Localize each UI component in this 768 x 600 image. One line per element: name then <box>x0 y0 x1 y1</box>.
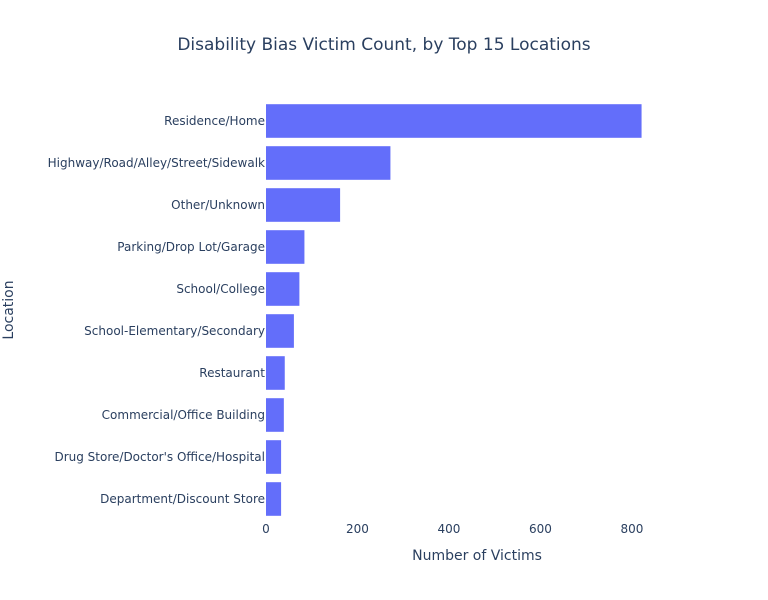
x-tick-label: 200 <box>346 522 369 536</box>
x-axis-title: Number of Victims <box>412 548 542 564</box>
category-label: Parking/Drop Lot/Garage <box>117 240 265 254</box>
bar <box>266 272 300 306</box>
bar <box>266 314 294 348</box>
bar <box>266 104 642 138</box>
bar <box>266 188 341 222</box>
category-label: Department/Discount Store <box>100 492 265 506</box>
category-label: Highway/Road/Alley/Street/Sidewalk <box>48 156 265 170</box>
x-tick-label: 800 <box>621 522 644 536</box>
bar <box>266 146 391 180</box>
category-label: Drug Store/Doctor's Office/Hospital <box>54 450 265 464</box>
category-label: School-Elementary/Secondary <box>84 324 265 338</box>
x-tick-label: 600 <box>529 522 552 536</box>
x-axis-ticks: 0 200 400 600 800 <box>262 522 643 536</box>
y-axis-title: Location <box>1 280 17 339</box>
bar <box>266 440 282 474</box>
category-label: School/College <box>176 282 265 296</box>
chart-title: Disability Bias Victim Count, by Top 15 … <box>177 35 590 55</box>
bar <box>266 356 285 390</box>
bars-group <box>266 104 642 516</box>
x-tick-label: 0 <box>262 522 270 536</box>
category-label: Other/Unknown <box>171 198 265 212</box>
x-tick-label: 400 <box>438 522 461 536</box>
category-label: Restaurant <box>199 366 265 380</box>
bar <box>266 482 282 516</box>
bar <box>266 230 305 264</box>
category-label: Commercial/Office Building <box>102 408 265 422</box>
category-label: Residence/Home <box>164 114 265 128</box>
category-labels: Residence/Home Highway/Road/Alley/Street/… <box>48 114 266 506</box>
bar <box>266 398 284 432</box>
